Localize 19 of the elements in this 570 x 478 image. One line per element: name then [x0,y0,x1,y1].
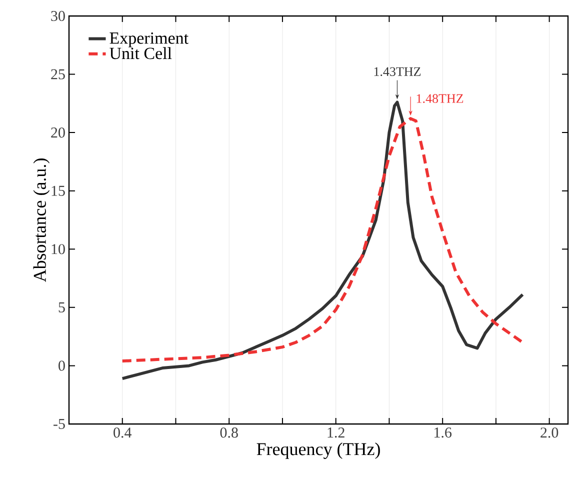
y-tick-label: 0 [58,360,65,371]
legend-label: Experiment [110,32,188,48]
x-tick-label: 2.0 [540,428,558,438]
y-tick-label: 30 [51,10,65,22]
x-tick-label: 1.6 [434,428,452,438]
y-tick-label: 10 [52,244,65,254]
y-axis-title: Absortance (a.u.) [33,158,50,282]
y-tick-label: 5 [58,302,65,312]
x-tick-label: 0.8 [220,428,238,438]
x-tick-label: 0.4 [114,428,132,438]
annotation: 1.48THZ [416,94,464,103]
x-tick-label: 1.2 [328,428,344,438]
y-tick-label: -5 [54,419,65,429]
legend-label: Unit Cell [110,47,172,60]
y-tick-label: 20 [51,128,65,138]
y-tick-label: 15 [52,186,65,196]
annotation: 1.43THZ [374,67,421,76]
x-axis-title: Frequency (THz) [256,442,380,459]
y-tick-label: 25 [51,69,65,80]
